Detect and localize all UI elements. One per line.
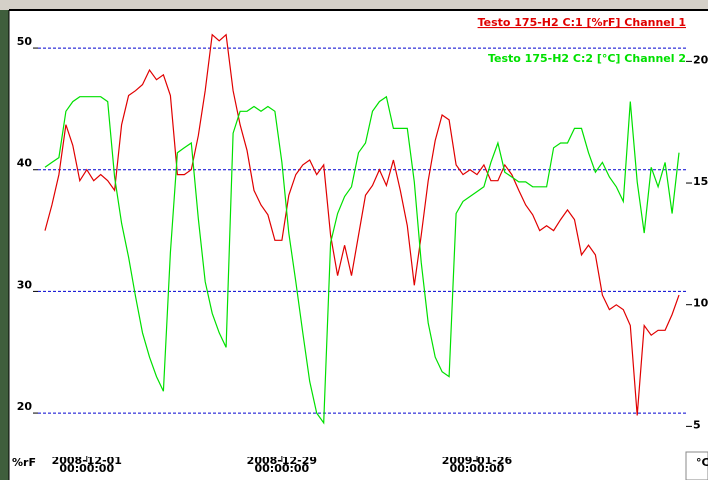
x-tick-label: 2008-12-29 00:00:00 bbox=[242, 457, 322, 473]
x-tick-label: 2008-12-01 00:00:00 bbox=[47, 457, 127, 473]
y2-tick-label: 20 bbox=[693, 53, 708, 66]
y-tick-label: 40 bbox=[17, 157, 33, 170]
y2-tick-label: 15 bbox=[693, 175, 708, 188]
series-line bbox=[45, 97, 679, 423]
legend-entry: Testo 175-H2 C:1 [%rF] Channel 1 bbox=[478, 16, 686, 29]
y-tick-label: 50 bbox=[17, 35, 33, 48]
y-axis-label: %rF bbox=[12, 456, 36, 469]
background-strip bbox=[0, 10, 9, 480]
y-tick-label: 30 bbox=[17, 278, 33, 291]
window-top bbox=[0, 0, 708, 10]
x-tick-label-box: 2008-12-01 00:00:00 bbox=[47, 457, 127, 480]
y2-tick-label: 10 bbox=[693, 297, 708, 310]
x-tick-label-box: 2008-12-29 00:00:00 bbox=[242, 457, 322, 480]
y-tick-label: 20 bbox=[17, 400, 33, 413]
x-tick-label-box: 2009-01-26 00:00:00 bbox=[437, 457, 517, 480]
y2-axis-label: °C bbox=[696, 456, 708, 469]
series-line bbox=[45, 35, 679, 416]
legend-entry: Testo 175-H2 C:2 [°C] Channel 2 bbox=[488, 52, 686, 65]
x-tick-label: 2009-01-26 00:00:00 bbox=[437, 457, 517, 473]
y2-tick-label: 5 bbox=[693, 418, 701, 431]
chart: %rF °C 20 30 40 50 5 10 15 20 2008-12-01 00:00:0… bbox=[0, 0, 708, 480]
